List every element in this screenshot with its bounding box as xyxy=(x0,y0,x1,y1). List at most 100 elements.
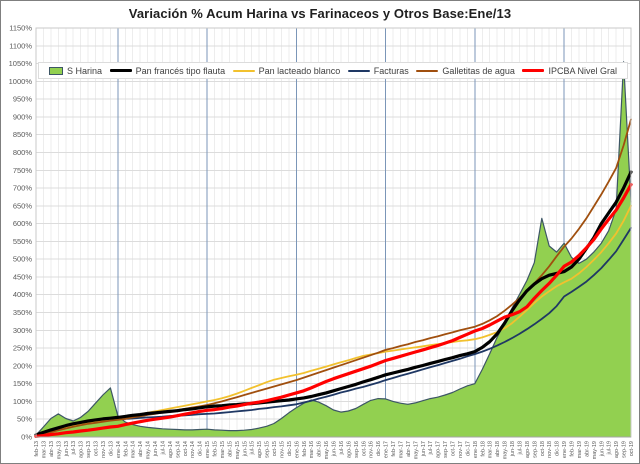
x-tick-label: abr-13 xyxy=(49,441,55,457)
y-tick-label: 800% xyxy=(13,148,33,157)
x-tick-label: nov-15 xyxy=(279,441,285,458)
y-tick-label: 1000% xyxy=(9,77,33,86)
chart-title: Variación % Acum Harina vs Farinaceos y … xyxy=(128,6,512,21)
x-tick-label: sep-15 xyxy=(265,441,271,458)
x-tick-label: may-14 xyxy=(146,441,152,459)
x-tick-label: jul-17 xyxy=(428,441,434,455)
x-tick-label: may-16 xyxy=(324,441,330,459)
x-tick-label: sep-16 xyxy=(354,441,360,458)
x-tick-label: abr-14 xyxy=(138,441,144,457)
x-tick-label: dic-18 xyxy=(555,441,561,456)
legend-label-s-harina: S Harina xyxy=(67,65,103,76)
x-tick-label: ago-17 xyxy=(436,441,442,458)
legend-item-s-harina: S Harina xyxy=(49,66,102,76)
x-tick-label: jun-18 xyxy=(510,441,516,457)
x-tick-label: nov-18 xyxy=(547,441,553,458)
y-tick-label: 700% xyxy=(13,184,33,193)
x-tick-label: ago-18 xyxy=(525,441,531,458)
x-tick-label: dic-15 xyxy=(287,441,293,456)
y-tick-label: 1050% xyxy=(9,59,33,68)
x-tick-label: sep-17 xyxy=(443,441,449,458)
legend-item-pan-lacteado-blanco: Pan lacteado blanco xyxy=(232,65,341,76)
y-tick-label: 850% xyxy=(13,130,33,139)
series-line-facturas xyxy=(35,226,632,437)
x-tick-label: ene-16 xyxy=(294,441,300,458)
x-tick-label: ago-16 xyxy=(346,441,352,458)
x-tick-label: sep-18 xyxy=(532,441,538,458)
x-tick-label: oct-14 xyxy=(183,441,189,456)
x-tick-label: mar-17 xyxy=(398,441,404,458)
y-tick-label: 650% xyxy=(13,201,33,210)
x-tick-label: feb-15 xyxy=(213,441,219,457)
x-tick-label: oct-16 xyxy=(361,441,367,456)
y-tick-label: 300% xyxy=(13,326,33,335)
legend-line-pan-lacteado-blanco xyxy=(232,69,255,72)
x-tick-label: mar-18 xyxy=(488,441,494,458)
x-tick-label: feb-18 xyxy=(480,441,486,457)
legend-item-facturas: Facturas xyxy=(347,66,409,76)
x-tick-label: feb-16 xyxy=(302,441,308,457)
x-tick-label: may-18 xyxy=(503,441,509,459)
x-tick-label: nov-13 xyxy=(101,441,107,458)
x-tick-label: ene-14 xyxy=(116,441,122,458)
legend-line-pan-franc-s-tipo-flauta xyxy=(109,68,132,73)
x-tick-label: dic-14 xyxy=(198,441,204,456)
y-tick-label: 350% xyxy=(13,308,33,317)
legend-label-ipcba-nivel-gral: IPCBA Nivel Gral xyxy=(548,65,617,76)
x-tick-label: mar-19 xyxy=(577,441,583,458)
x-tick-label: ago-13 xyxy=(79,441,85,458)
x-tick-label: jul-13 xyxy=(71,441,77,455)
x-tick-label: sep-14 xyxy=(175,441,181,458)
legend-item-pan-franc-s-tipo-flauta: Pan francés tipo flauta xyxy=(109,66,225,76)
legend-label-pan-lacteado-blanco: Pan lacteado blanco xyxy=(258,65,341,76)
legend-item-galletitas-de-agua: Galletitas de agua xyxy=(416,66,515,76)
x-tick-label: oct-18 xyxy=(540,441,546,456)
x-tick-label: ago-19 xyxy=(614,441,620,458)
x-tick-label: jun-14 xyxy=(153,441,159,457)
x-tick-label: dic-16 xyxy=(376,441,382,456)
x-tick-label: jul-16 xyxy=(339,441,345,455)
y-tick-label: 500% xyxy=(13,255,33,264)
x-tick-label: abr-19 xyxy=(584,441,590,457)
x-tick-label: ago-15 xyxy=(257,441,263,458)
x-tick-label: jun-17 xyxy=(421,441,427,457)
x-tick-label: ene-15 xyxy=(205,441,211,458)
y-tick-label: 400% xyxy=(13,290,33,299)
x-tick-label: nov-14 xyxy=(190,441,196,458)
y-tick-label: 450% xyxy=(13,272,33,281)
x-tick-label: jun-19 xyxy=(599,441,605,457)
legend-line-galletitas-de-agua xyxy=(416,69,439,72)
series-line-pan-franc-s-tipo-flauta xyxy=(34,170,633,437)
x-tick-label: oct-19 xyxy=(629,441,635,456)
x-tick-label: oct-15 xyxy=(272,441,278,456)
legend-item-ipcba-nivel-gral: IPCBA Nivel Gral xyxy=(522,66,617,76)
x-tick-label: feb-17 xyxy=(391,441,397,457)
legend-swatch-s-harina xyxy=(49,66,63,75)
x-tick-label: feb-13 xyxy=(34,441,40,457)
y-tick-label: 750% xyxy=(13,166,33,175)
x-tick-label: abr-18 xyxy=(495,441,501,457)
x-tick-label: mar-13 xyxy=(41,441,47,458)
y-tick-label: 1100% xyxy=(9,41,32,50)
x-tick-label: dic-13 xyxy=(108,441,114,456)
y-tick-label: 550% xyxy=(13,237,33,246)
y-tick-label: 1150% xyxy=(9,24,32,33)
x-tick-label: jun-15 xyxy=(242,441,248,457)
x-tick-label: abr-17 xyxy=(406,441,412,457)
x-tick-label: jul-15 xyxy=(250,441,256,455)
x-tick-label: oct-17 xyxy=(451,441,457,456)
x-tick-label: may-19 xyxy=(592,441,598,459)
y-tick-label: 200% xyxy=(13,361,33,370)
x-tick-label: mar-15 xyxy=(220,441,226,458)
x-tick-label: nov-17 xyxy=(458,441,464,458)
x-tick-label: feb-14 xyxy=(123,441,129,457)
x-tick-label: nov-16 xyxy=(369,441,375,458)
x-tick-label: jun-16 xyxy=(332,441,338,457)
x-tick-label: ene-19 xyxy=(562,441,568,458)
y-tick-label: 950% xyxy=(13,95,33,104)
legend-label-galletitas-de-agua: Galletitas de agua xyxy=(442,65,515,76)
x-tick-label: jul-14 xyxy=(160,441,166,455)
y-tick-label: 900% xyxy=(13,112,33,121)
y-tick-label: 100% xyxy=(13,397,33,406)
